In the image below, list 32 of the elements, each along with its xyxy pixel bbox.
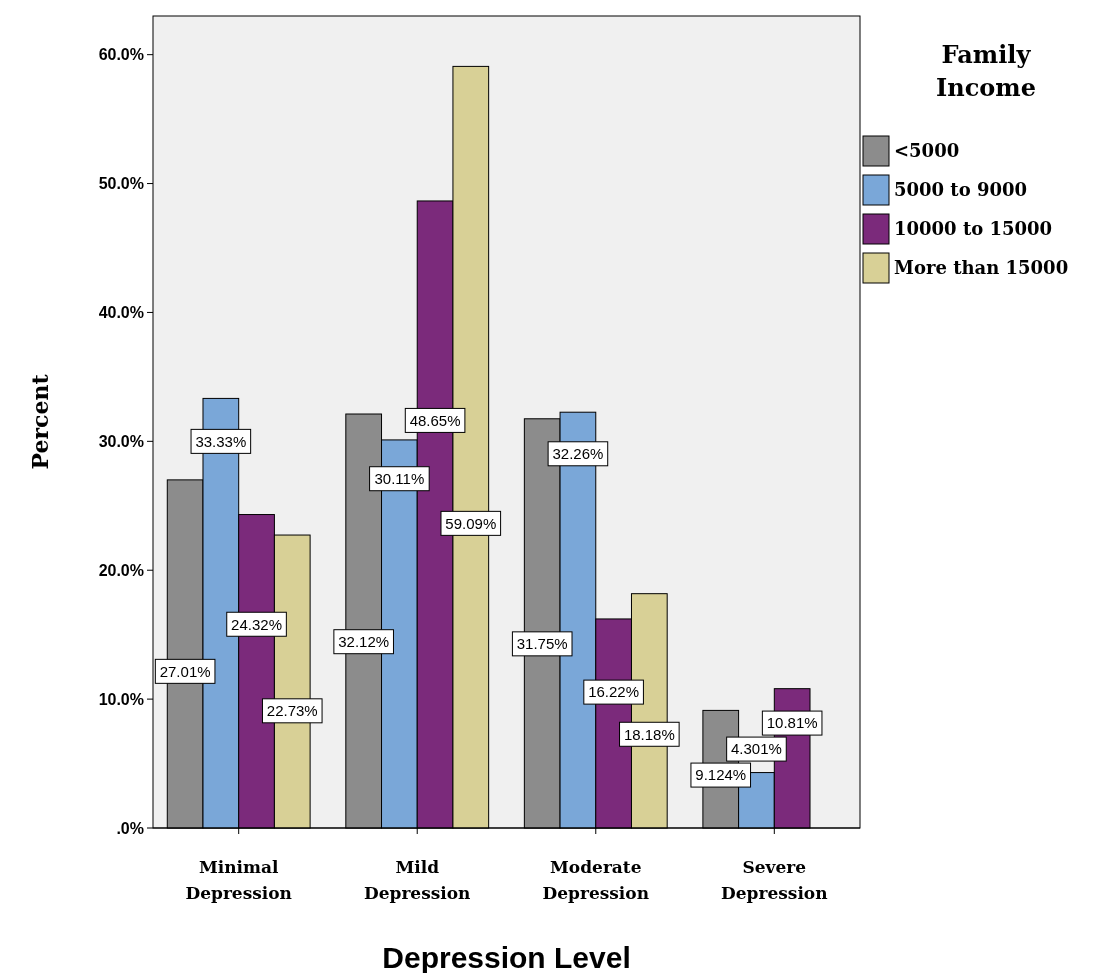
y-axis-title: Percent: [27, 373, 53, 470]
data-label: 9.124%: [695, 766, 747, 784]
data-label: 22.73%: [266, 702, 318, 720]
data-label: 32.26%: [552, 445, 604, 463]
data-label: 32.12%: [338, 632, 390, 650]
data-label: 27.01%: [159, 662, 211, 680]
legend-label: 10000 to 15000: [894, 218, 1053, 240]
y-tick-label: .0%: [116, 819, 144, 837]
data-label: 33.33%: [195, 432, 247, 450]
y-tick-label: 60.0%: [98, 46, 144, 64]
y-tick-label: 30.0%: [98, 432, 144, 450]
legend-title: Family Income: [936, 40, 1036, 102]
y-tick-label: 40.0%: [98, 304, 144, 322]
data-label: 48.65%: [409, 411, 461, 429]
x-tick-label: Moderate Depression: [542, 857, 650, 903]
x-tick-label: Severe Depression: [721, 857, 828, 903]
y-tick-label: 10.0%: [98, 690, 144, 708]
data-label: 4.301%: [731, 740, 782, 758]
data-label: 16.22%: [588, 683, 640, 701]
data-label: 59.09%: [445, 514, 497, 532]
data-label: 30.11%: [374, 469, 425, 487]
y-tick-label: 20.0%: [98, 561, 144, 579]
data-label: 18.18%: [623, 725, 675, 743]
x-tick-label: Minimal Depression: [185, 857, 292, 903]
y-tick-label: 50.0%: [98, 175, 144, 193]
data-label: 10.81%: [766, 714, 818, 732]
x-tick-label: Mild Depression: [363, 857, 471, 903]
legend-label: 5000 to 9000: [894, 179, 1028, 201]
data-label: 24.32%: [231, 615, 282, 633]
legend-label: <5000: [894, 140, 960, 162]
data-label: 31.75%: [516, 635, 568, 653]
legend-label: More than 15000: [894, 257, 1069, 279]
